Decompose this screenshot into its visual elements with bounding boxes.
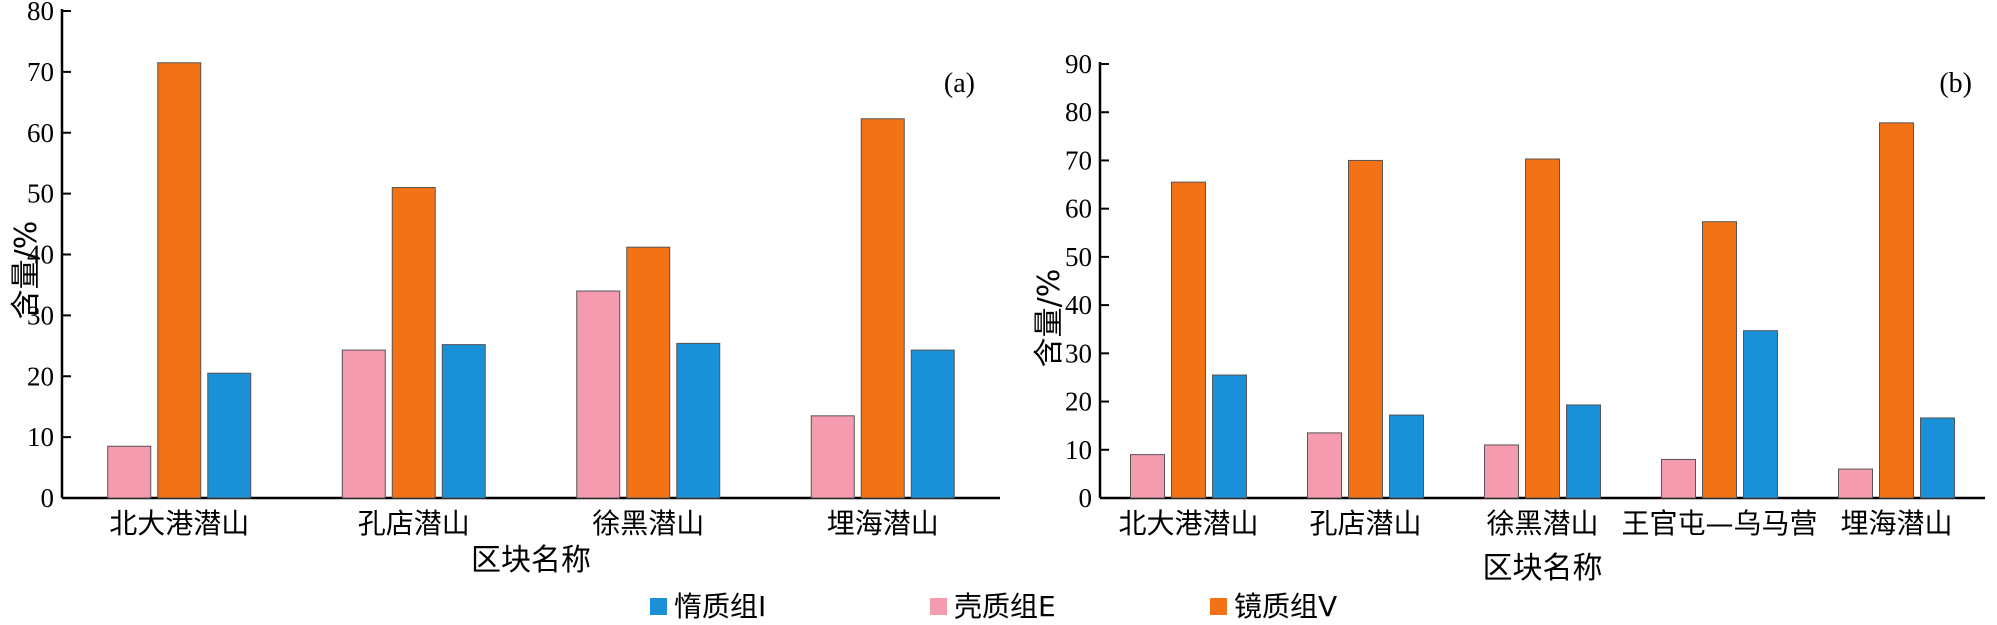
bar-壳质组E-北大港潜山 xyxy=(107,445,152,499)
x-category-label: 埋海潜山 xyxy=(827,507,939,540)
y-tick-label: 20 xyxy=(1065,387,1092,417)
legend-swatch-inertinite xyxy=(650,598,667,615)
bar-惰质组I-孔店潜山 xyxy=(1389,414,1424,499)
y-tick-label: 20 xyxy=(27,361,54,391)
x-category-label: 北大港潜山 xyxy=(1118,507,1258,540)
y-tick-label: 70 xyxy=(1065,145,1092,175)
y-tick-label: 60 xyxy=(1065,194,1092,224)
bar-惰质组I-徐黑潜山 xyxy=(676,342,721,499)
bar-壳质组E-孔店潜山 xyxy=(341,349,386,499)
bar-镜质组V-北大港潜山 xyxy=(1171,181,1206,499)
legend-label-inertinite: 惰质组I xyxy=(674,590,766,623)
chart-panel-b: 0 10 20 30 40 50 60 70 80 90 北大港潜山 孔店潜山 徐黑潜山 王官屯—乌马营埋… xyxy=(1032,49,1985,586)
bar-镜质组V-徐黑潜山 xyxy=(1525,158,1560,499)
x-axis-title: 区块名称 xyxy=(471,543,591,578)
y-tick-label: 30 xyxy=(1065,338,1092,368)
bar-壳质组E-埋海潜山 xyxy=(1838,468,1873,499)
y-tick-label: 40 xyxy=(1065,290,1092,320)
bar-镜质组V-北大港潜山 xyxy=(157,62,202,499)
y-tick-label: 50 xyxy=(1065,242,1092,272)
y-tick-label: 80 xyxy=(1065,97,1092,127)
x-category-label: 孔店潜山 xyxy=(358,507,470,540)
y-tick-label: 90 xyxy=(1065,49,1092,79)
bar-惰质组I-孔店潜山 xyxy=(441,344,486,499)
x-axis-title: 区块名称 xyxy=(1483,551,1603,586)
legend-label-vitrinite: 镜质组V xyxy=(1234,590,1337,623)
bar-壳质组E-徐黑潜山 xyxy=(576,290,621,499)
bar-壳质组E-北大港潜山 xyxy=(1130,454,1165,499)
bar-壳质组E-王官屯—乌马营 xyxy=(1661,458,1696,499)
x-category-label: 徐黑潜山 xyxy=(1486,507,1598,540)
y-axis-title: 含量/% xyxy=(9,221,44,320)
bar-镜质组V-埋海潜山 xyxy=(860,118,905,499)
bar-壳质组E-徐黑潜山 xyxy=(1484,444,1519,499)
bar-惰质组I-埋海潜山 xyxy=(1920,417,1955,499)
panel-label: (b) xyxy=(1939,68,1972,99)
bar-惰质组I-王官屯—乌马营 xyxy=(1743,330,1778,499)
bar-壳质组E-孔店潜山 xyxy=(1307,432,1342,499)
legend: 惰质组I 壳质组E 镜质组V xyxy=(650,590,1337,623)
x-category-label: 埋海潜山 xyxy=(1840,507,1952,540)
y-tick-label: 80 xyxy=(27,0,54,26)
chart-panel-a: 0 10 20 30 40 50 60 70 80 北大港潜山 孔店潜山 徐黑潜山 埋海潜山 (a) 区块名… xyxy=(9,0,1000,578)
y-tick-label: 10 xyxy=(1065,435,1092,465)
y-tick-label: 60 xyxy=(27,118,54,148)
x-category-label: 徐黑潜山 xyxy=(592,507,704,540)
y-axis-title: 含量/% xyxy=(1032,269,1067,368)
y-tick-label: 0 xyxy=(41,483,55,513)
legend-label-exinite: 壳质组E xyxy=(954,590,1056,623)
y-tick-label: 10 xyxy=(27,422,54,452)
x-category-label: 孔店潜山 xyxy=(1309,507,1421,540)
bar-惰质组I-北大港潜山 xyxy=(1212,374,1247,499)
x-category-label: 北大港潜山 xyxy=(109,507,249,540)
bar-镜质组V-孔店潜山 xyxy=(1348,159,1383,499)
bar-镜质组V-徐黑潜山 xyxy=(626,246,671,499)
bar-惰质组I-北大港潜山 xyxy=(207,372,252,499)
y-tick-label: 30 xyxy=(27,300,54,330)
bar-惰质组I-埋海潜山 xyxy=(910,349,955,499)
legend-swatch-vitrinite xyxy=(1210,598,1227,615)
bar-惰质组I-徐黑潜山 xyxy=(1566,404,1601,499)
y-tick-label: 50 xyxy=(27,179,54,209)
bar-镜质组V-王官屯—乌马营 xyxy=(1702,221,1737,499)
legend-swatch-exinite xyxy=(930,598,947,615)
bar-壳质组E-埋海潜山 xyxy=(810,415,855,499)
bar-镜质组V-孔店潜山 xyxy=(391,187,436,499)
y-tick-label: 0 xyxy=(1079,483,1093,513)
bar-镜质组V-埋海潜山 xyxy=(1879,122,1914,499)
x-category-label: 王官屯—乌马营 xyxy=(1621,507,1817,540)
panel-label: (a) xyxy=(944,68,975,99)
y-tick-label: 70 xyxy=(27,57,54,87)
y-tick-label: 40 xyxy=(27,240,54,270)
